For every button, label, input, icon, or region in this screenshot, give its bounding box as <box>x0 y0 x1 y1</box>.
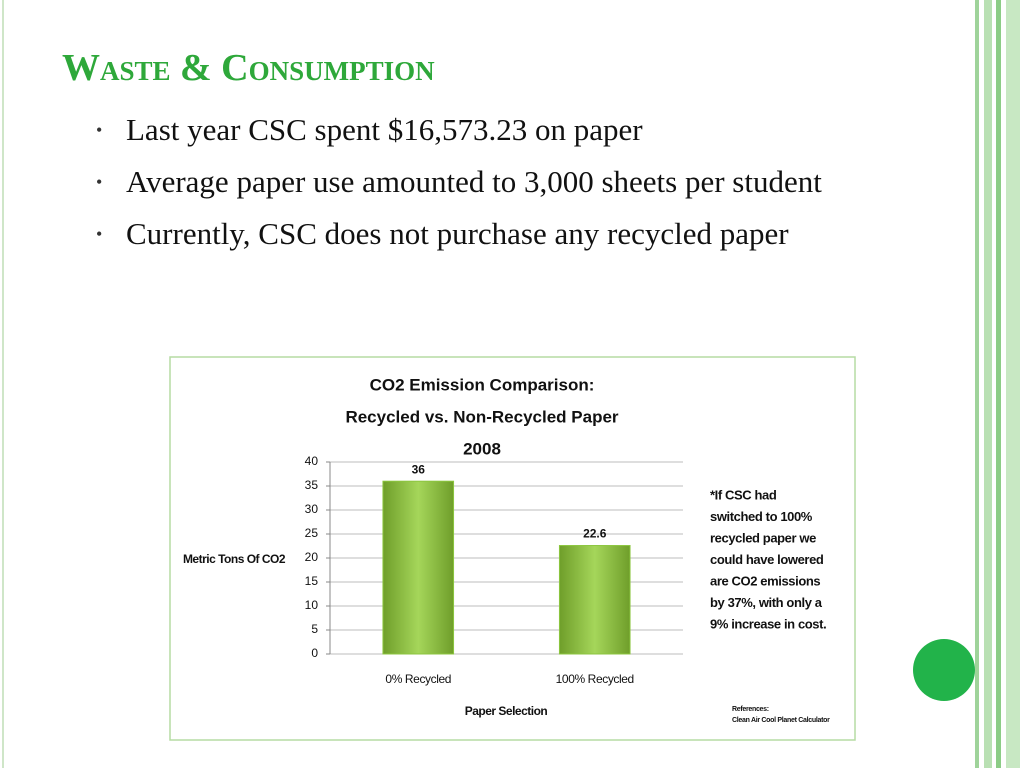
stripe <box>1006 0 1020 768</box>
y-tick-label: 35 <box>305 478 319 492</box>
y-tick-label: 25 <box>305 526 319 540</box>
stripe <box>975 0 979 768</box>
annotation: are CO2 emissions <box>710 573 820 588</box>
chart-title: CO2 Emission Comparison: <box>370 375 595 394</box>
bullet-list: Last year CSC spent $16,573.23 on paper … <box>96 110 876 266</box>
data-label: 36 <box>412 462 426 476</box>
annotation: switched to 100% <box>710 509 813 524</box>
annotation: could have lowered <box>710 552 824 567</box>
y-tick-label: 5 <box>311 622 318 636</box>
y-tick-label: 40 <box>305 454 319 468</box>
x-tick-label: 100% Recycled <box>556 672 634 686</box>
y-axis-label: Metric Tons Of CO2 <box>183 552 286 566</box>
stripe <box>984 0 992 768</box>
annotation: 9% increase in cost. <box>710 616 826 631</box>
decor-circle <box>913 639 975 701</box>
x-axis-label: Paper Selection <box>465 704 548 718</box>
reference: Clean Air Cool Planet Calculator <box>732 717 830 724</box>
x-tick-label: 0% Recycled <box>385 672 451 686</box>
chart-frame <box>169 356 856 741</box>
y-tick-label: 15 <box>305 574 319 588</box>
annotation: recycled paper we <box>710 530 816 545</box>
bullet: Currently, CSC does not purchase any rec… <box>96 214 876 254</box>
bullet: Last year CSC spent $16,573.23 on paper <box>96 110 876 150</box>
bar <box>558 545 631 655</box>
y-tick-label: 20 <box>305 550 319 564</box>
reference: References: <box>732 706 769 713</box>
chart-title: Recycled vs. Non-Recycled Paper <box>345 407 618 426</box>
y-tick-label: 0 <box>311 646 318 660</box>
chart-title: 2008 <box>463 439 501 458</box>
slide-title: Waste & Consumption <box>62 47 435 89</box>
y-tick-label: 30 <box>305 502 319 516</box>
y-tick-label: 10 <box>305 598 319 612</box>
bar <box>382 480 455 655</box>
annotation: *If CSC had <box>710 487 777 502</box>
data-label: 22.6 <box>583 527 607 541</box>
stripe <box>996 0 1001 768</box>
bullet: Average paper use amounted to 3,000 shee… <box>96 162 876 202</box>
annotation: by 37%, with only a <box>710 595 823 610</box>
